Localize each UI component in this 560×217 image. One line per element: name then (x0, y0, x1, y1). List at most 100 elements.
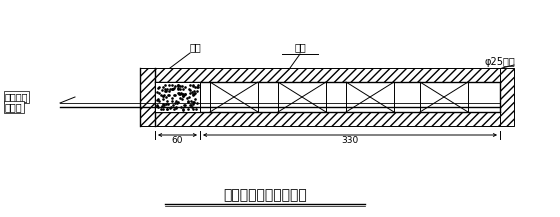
Text: 竹片: 竹片 (294, 42, 306, 52)
Polygon shape (155, 68, 500, 82)
Point (175, 91, 184, 95)
Point (158, 95, 167, 98)
Point (190, 91, 199, 95)
Point (174, 86, 183, 90)
Point (180, 103, 189, 107)
Point (177, 91, 186, 95)
Point (172, 105, 181, 109)
Point (174, 87, 183, 91)
Point (181, 92, 190, 95)
Point (188, 102, 197, 106)
Point (184, 88, 193, 91)
Point (178, 108, 187, 111)
Point (165, 94, 174, 97)
Point (153, 98, 162, 101)
Point (177, 105, 186, 109)
Point (179, 107, 188, 111)
Text: 毫秒雷管: 毫秒雷管 (5, 92, 29, 102)
Polygon shape (500, 68, 514, 126)
Point (184, 100, 193, 103)
Point (175, 92, 184, 96)
Point (159, 93, 168, 97)
Point (162, 87, 171, 91)
Point (191, 85, 200, 89)
Point (156, 93, 165, 96)
Point (179, 87, 188, 91)
Point (178, 84, 186, 88)
Point (175, 92, 184, 95)
Point (174, 100, 183, 104)
Point (161, 83, 170, 87)
Point (185, 104, 194, 107)
Text: 炮泥: 炮泥 (189, 42, 201, 52)
Point (186, 88, 195, 92)
Text: 330: 330 (342, 136, 358, 145)
Point (175, 97, 184, 100)
Point (192, 85, 201, 89)
Point (168, 83, 177, 87)
Point (173, 84, 182, 87)
Point (189, 100, 198, 104)
Point (169, 104, 178, 107)
Point (189, 92, 198, 95)
Point (178, 95, 187, 98)
Point (183, 96, 192, 99)
Text: 导爆索: 导爆索 (5, 102, 22, 112)
Point (170, 94, 179, 97)
Point (167, 100, 176, 103)
Polygon shape (155, 112, 500, 126)
Point (192, 108, 200, 111)
Point (188, 83, 197, 87)
Point (173, 102, 182, 105)
Point (171, 84, 180, 88)
Text: 周边眼装药结构示意图: 周边眼装药结构示意图 (223, 188, 307, 202)
Point (153, 91, 162, 94)
Point (158, 104, 167, 107)
Point (155, 92, 164, 95)
Point (174, 92, 183, 95)
Point (158, 103, 167, 106)
Point (169, 86, 178, 90)
Point (180, 85, 189, 89)
Point (172, 99, 181, 103)
Point (185, 95, 194, 98)
Point (162, 107, 171, 110)
Point (158, 98, 167, 101)
Point (180, 92, 189, 95)
Point (193, 85, 202, 88)
Point (154, 105, 163, 108)
Point (162, 95, 171, 98)
Point (157, 88, 166, 92)
Point (178, 95, 187, 98)
Point (186, 99, 195, 102)
Point (169, 107, 178, 111)
Text: φ25药卷: φ25药卷 (484, 57, 515, 67)
Point (190, 89, 199, 93)
Point (170, 93, 179, 97)
Point (174, 84, 183, 87)
Point (154, 99, 163, 103)
Point (183, 100, 192, 104)
Point (192, 102, 201, 105)
Point (189, 93, 198, 97)
Point (166, 107, 175, 110)
Bar (155, 82, 200, 112)
Point (154, 98, 163, 101)
Point (161, 89, 170, 92)
Point (193, 83, 202, 86)
Point (179, 93, 188, 96)
Point (176, 87, 185, 91)
Point (188, 92, 197, 96)
Point (180, 93, 189, 96)
Point (164, 103, 172, 106)
Point (156, 108, 165, 111)
Point (171, 107, 180, 110)
Point (168, 87, 177, 90)
Point (160, 87, 169, 91)
Point (153, 86, 162, 89)
Point (186, 103, 195, 107)
Polygon shape (140, 68, 155, 126)
Point (188, 107, 197, 111)
Point (161, 102, 170, 105)
Point (178, 97, 186, 101)
